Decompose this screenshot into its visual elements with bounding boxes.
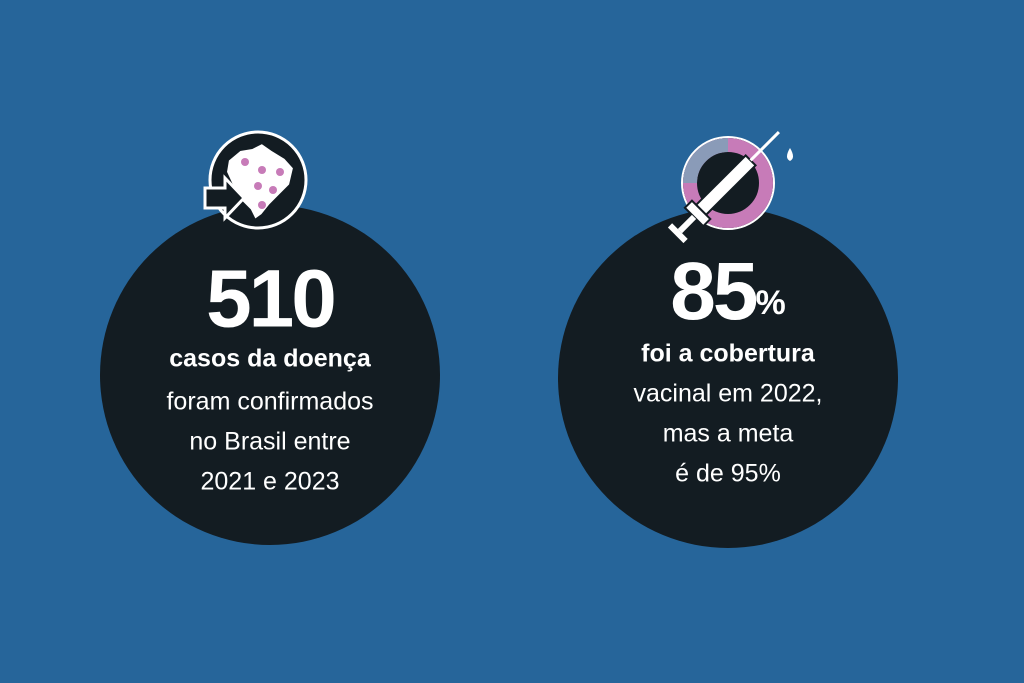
left-line: foram confirmados [166, 388, 373, 416]
right-line: foi a cobertura [641, 340, 816, 368]
left-line: 2021 e 2023 [200, 468, 339, 496]
right-unit: % [755, 284, 785, 322]
right-line: vacinal em 2022, [633, 380, 822, 408]
brazil-icon [203, 130, 308, 230]
right-line: mas a meta [663, 420, 794, 448]
right-circle [558, 208, 898, 548]
right-number: 85 [670, 246, 757, 337]
left-number: 510 [206, 254, 334, 345]
left-line: casos da doença [169, 345, 372, 373]
left-circle [100, 205, 440, 545]
syringe-icon [667, 131, 793, 244]
right-line: é de 95% [675, 460, 781, 488]
right-number-group: 85% [670, 246, 785, 337]
left-line: no Brasil entre [189, 428, 350, 456]
